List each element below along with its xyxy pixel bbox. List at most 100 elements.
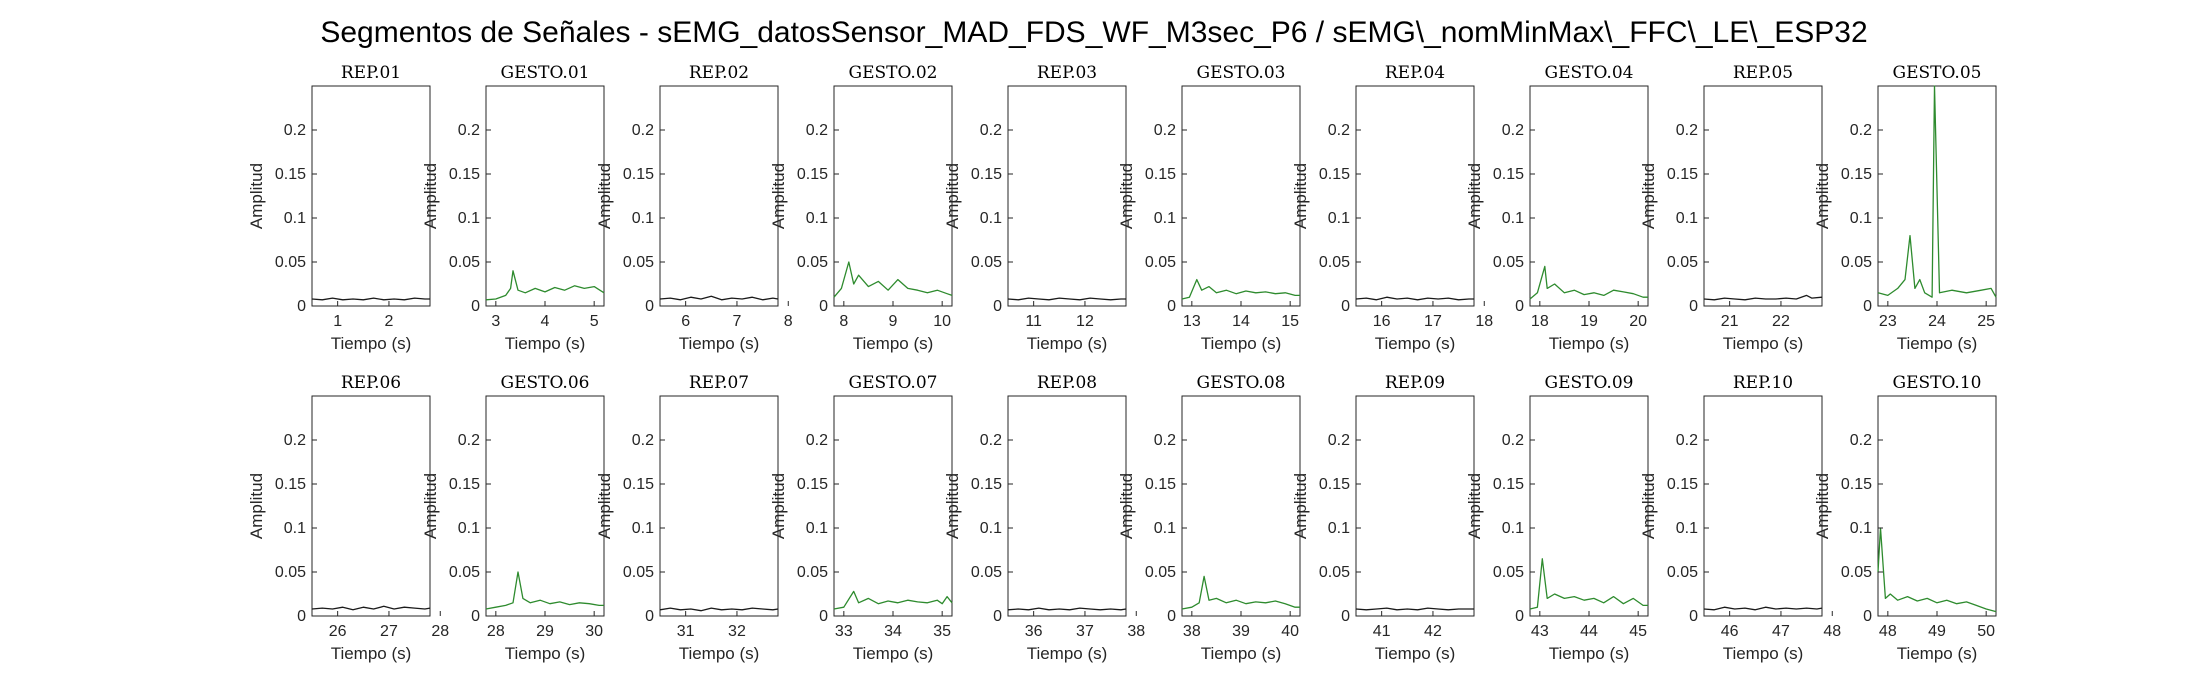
series-line (659, 607, 779, 612)
y-tick-label: 0.15 (797, 166, 828, 183)
panel: REP.02 0 0.05 0.1 0.15 0.2 6 7 8 Tiempo (s) Amplit… (595, 63, 793, 353)
x-tick-label: 7 (733, 313, 742, 330)
panel-title: REP.01 (341, 63, 401, 83)
x-tick-label: 3 (491, 313, 500, 330)
x-tick-label: 8 (784, 313, 793, 330)
plot-frame (311, 395, 431, 617)
y-tick-label: 0.05 (1493, 254, 1524, 271)
x-tick-label: 20 (1629, 313, 1647, 330)
panel-title: GESTO.01 (501, 63, 590, 83)
x-tick-label: 26 (329, 623, 347, 640)
x-axis-label: Tiempo (s) (679, 334, 760, 353)
panel-title: GESTO.04 (1545, 63, 1634, 83)
y-tick-label: 0.05 (971, 564, 1002, 581)
y-tick-label: 0.05 (1667, 254, 1698, 271)
y-tick-label: 0.1 (284, 520, 306, 537)
x-axis-label: Tiempo (s) (505, 334, 586, 353)
panel: GESTO.05 0 0.05 0.1 0.15 0.2 23 24 25 Tiempo (s) A… (1813, 63, 1997, 353)
series-line (1355, 607, 1474, 611)
y-tick-label: 0.05 (797, 254, 828, 271)
y-tick-label: 0.05 (797, 564, 828, 581)
plot-frame (833, 85, 953, 307)
y-tick-label: 0.1 (632, 520, 654, 537)
x-tick-label: 13 (1183, 313, 1201, 330)
y-tick-label: 0 (645, 298, 654, 315)
plot-frame (833, 395, 953, 617)
x-tick-label: 34 (884, 623, 902, 640)
x-tick-label: 25 (1977, 313, 1995, 330)
series-line (485, 571, 604, 610)
x-axis-label: Tiempo (s) (505, 644, 586, 663)
y-axis-label: Amplitud (1465, 163, 1484, 229)
figure-title: Segmentos de Señales - sEMG_datosSensor_… (320, 16, 1867, 49)
x-axis-label: Tiempo (s) (331, 334, 412, 353)
y-tick-label: 0.2 (1850, 432, 1872, 449)
x-tick-label: 2 (385, 313, 394, 330)
y-tick-label: 0.15 (971, 166, 1002, 183)
panel: GESTO.02 0 0.05 0.1 0.15 0.2 8 9 10 Tiempo (s) Amp… (769, 63, 953, 353)
x-tick-label: 49 (1928, 623, 1946, 640)
y-tick-label: 0.2 (632, 122, 654, 139)
x-axis-label: Tiempo (s) (1723, 644, 1804, 663)
plot-frame (1703, 395, 1823, 617)
y-tick-label: 0.1 (1328, 210, 1350, 227)
plot-frame (1007, 395, 1127, 617)
panel-title: GESTO.09 (1545, 373, 1634, 393)
x-tick-label: 29 (536, 623, 554, 640)
y-tick-label: 0.05 (449, 564, 480, 581)
y-tick-label: 0.1 (458, 210, 480, 227)
y-tick-label: 0.15 (623, 166, 654, 183)
x-tick-label: 5 (590, 313, 599, 330)
x-tick-label: 27 (380, 623, 398, 640)
y-tick-label: 0.1 (1502, 210, 1524, 227)
series-line (659, 295, 779, 301)
x-tick-label: 8 (839, 313, 848, 330)
x-tick-label: 38 (1127, 623, 1145, 640)
panel: REP.09 0 0.05 0.1 0.15 0.2 41 42 Tiempo (s) Ampli… (1291, 373, 1475, 663)
x-tick-label: 48 (1879, 623, 1897, 640)
panel-title: REP.03 (1037, 63, 1097, 83)
plot-frame (1181, 85, 1301, 307)
y-tick-label: 0.1 (1154, 520, 1176, 537)
x-tick-label: 18 (1475, 313, 1493, 330)
panel: GESTO.09 0 0.05 0.1 0.15 0.2 43 44 45 Tiempo (s) A… (1465, 373, 1649, 663)
y-axis-label: Amplitud (1117, 163, 1136, 229)
panel: REP.06 0 0.05 0.1 0.15 0.2 26 27 28 Tiempo (s) Amp… (247, 373, 449, 663)
series-line (311, 297, 430, 301)
x-axis-label: Tiempo (s) (1723, 334, 1804, 353)
panel: GESTO.04 0 0.05 0.1 0.15 0.2 18 19 20 Tiempo (s) A… (1465, 63, 1649, 353)
x-tick-label: 24 (1928, 313, 1946, 330)
plot-frame (1355, 395, 1475, 617)
x-tick-label: 22 (1772, 313, 1790, 330)
y-tick-label: 0.1 (980, 210, 1002, 227)
panel: GESTO.10 0 0.05 0.1 0.15 0.2 48 49 50 Tiempo (s) A… (1813, 373, 1997, 663)
x-tick-label: 41 (1373, 623, 1391, 640)
plot-frame (1877, 395, 1997, 617)
series-line (1355, 296, 1474, 301)
series-line (1007, 607, 1127, 611)
series-line (833, 590, 953, 610)
y-tick-label: 0 (993, 298, 1002, 315)
y-tick-label: 0.1 (1850, 210, 1872, 227)
panel: REP.07 0 0.05 0.1 0.15 0.2 31 32 Tiempo (s) Ampli… (595, 373, 779, 663)
y-axis-label: Amplitud (247, 473, 266, 539)
x-axis-label: Tiempo (s) (1201, 334, 1282, 353)
y-tick-label: 0.1 (806, 210, 828, 227)
plot-frame (1007, 85, 1127, 307)
y-tick-label: 0.15 (623, 476, 654, 493)
x-tick-label: 38 (1183, 623, 1201, 640)
plot-frame (659, 85, 779, 307)
x-axis-label: Tiempo (s) (1549, 644, 1630, 663)
panel-title: REP.06 (341, 373, 401, 393)
series-line (1877, 85, 1997, 298)
y-tick-label: 0 (1689, 608, 1698, 625)
x-axis-label: Tiempo (s) (853, 334, 934, 353)
y-tick-label: 0.1 (1328, 520, 1350, 537)
series-line (1529, 265, 1648, 300)
x-axis-label: Tiempo (s) (1375, 334, 1456, 353)
y-tick-label: 0.2 (1676, 122, 1698, 139)
y-tick-label: 0.2 (1328, 122, 1350, 139)
y-tick-label: 0.2 (1154, 432, 1176, 449)
